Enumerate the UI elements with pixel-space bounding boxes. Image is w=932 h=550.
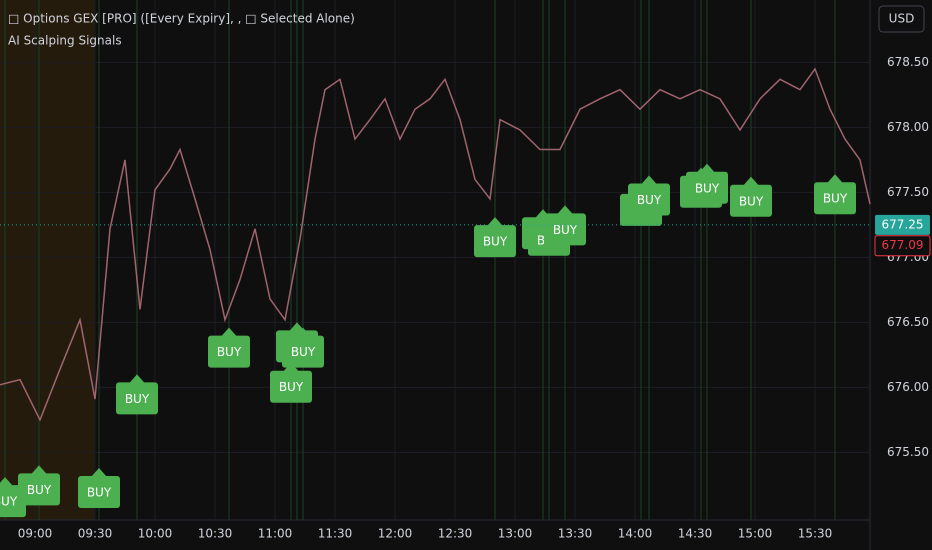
x-tick-label: 09:30 [78,527,113,541]
signal-label: BUY [217,345,242,359]
x-tick-label: 13:30 [558,527,593,541]
grid [0,0,870,520]
buy-signal: BUY [282,327,324,368]
x-tick-label: 11:30 [318,527,353,541]
signal-arrow [743,176,759,186]
signal-label: BUY [279,380,304,394]
buy-signal: BUY [686,163,728,204]
buy-signal: BUY [78,468,120,508]
y-tick-label: 675.50 [887,445,929,459]
buy-signal: BUY [628,175,670,216]
signal-arrow [557,205,573,215]
signal-arrow [221,327,237,337]
currency-button[interactable] [878,5,925,33]
x-tick-label: 11:00 [258,527,293,541]
signal-box [730,184,772,217]
x-tick-label: 10:30 [198,527,233,541]
signal-label: BUY [553,223,578,237]
signal-label: BUY [125,392,150,406]
y-tick-label: 677.50 [887,185,929,199]
signal-label: BUY [291,345,316,359]
signal-box [78,476,120,508]
y-tick-label: 678.50 [887,55,929,69]
premarket-shade [0,0,95,520]
signal-arrow [129,374,145,384]
signal-box [544,213,586,246]
plot: BUYBUYBUYBUYBUYBUYBUYBUYBUYBUYBUYBUYBUYB… [0,67,871,518]
x-tick-label: 14:30 [678,527,713,541]
buy-signal: BUY [116,374,158,415]
signal-arrow [487,217,503,227]
indicator-title: □ Options GEX [PRO] ([Every Expiry], , □… [8,12,355,26]
signal-label: BUY [637,193,662,207]
signal-label: BUY [27,483,52,497]
buy-signal: BUY [814,174,856,215]
signal-arrow [295,327,311,337]
signal-arrow [91,468,107,477]
signal-box [208,335,250,368]
signal-box [116,382,158,415]
x-tick-label: 13:00 [498,527,533,541]
signal-label: BUY [0,495,18,509]
signal-label: BUY [823,192,848,206]
price-badge-label: 677.25 [882,217,924,231]
buy-signal: BUY [18,465,60,506]
price-line [0,67,871,422]
buy-signal: BUY [208,327,250,368]
x-tick-label: 15:30 [798,527,833,541]
signal-box [686,171,728,204]
x-tick-label: 14:00 [618,527,653,541]
buy-signal: BUY [544,205,586,246]
signal-arrow [31,465,47,475]
signal-box [474,225,516,258]
signal-label: BUY [87,486,112,500]
buy-signal: BUY [0,477,26,518]
signal-box [18,473,60,506]
signal-box [628,183,670,216]
price-badge-label: 677.09 [882,238,924,252]
signal-label: BUY [483,235,508,249]
x-tick-label: 12:00 [378,527,413,541]
x-tick-label: 10:00 [138,527,173,541]
signal-box [814,182,856,215]
price-badge [875,214,930,235]
signal-arrow [641,175,657,185]
x-tick-label: 12:30 [438,527,473,541]
signal-box [270,370,312,403]
signal-arrow [289,322,305,332]
y-tick-label: 676.00 [887,380,929,394]
x-tick-label: 09:00 [18,527,53,541]
indicator-subtitle: AI Scalping Signals [8,34,122,48]
signal-arrow [827,174,843,184]
signal-box [282,335,324,368]
currency-label[interactable]: USD [889,12,915,26]
y-tick-label: 676.50 [887,315,929,329]
signal-arrow [699,163,715,173]
buy-signal: BUY [474,217,516,258]
price-badge [874,235,931,257]
buy-signal: BUY [730,176,772,217]
signal-label: BUY [695,181,720,195]
x-tick-label: 15:00 [738,527,773,541]
signal-label: BUY [739,194,764,208]
y-tick-label: 678.00 [887,120,929,134]
signal-arrow [0,477,13,487]
